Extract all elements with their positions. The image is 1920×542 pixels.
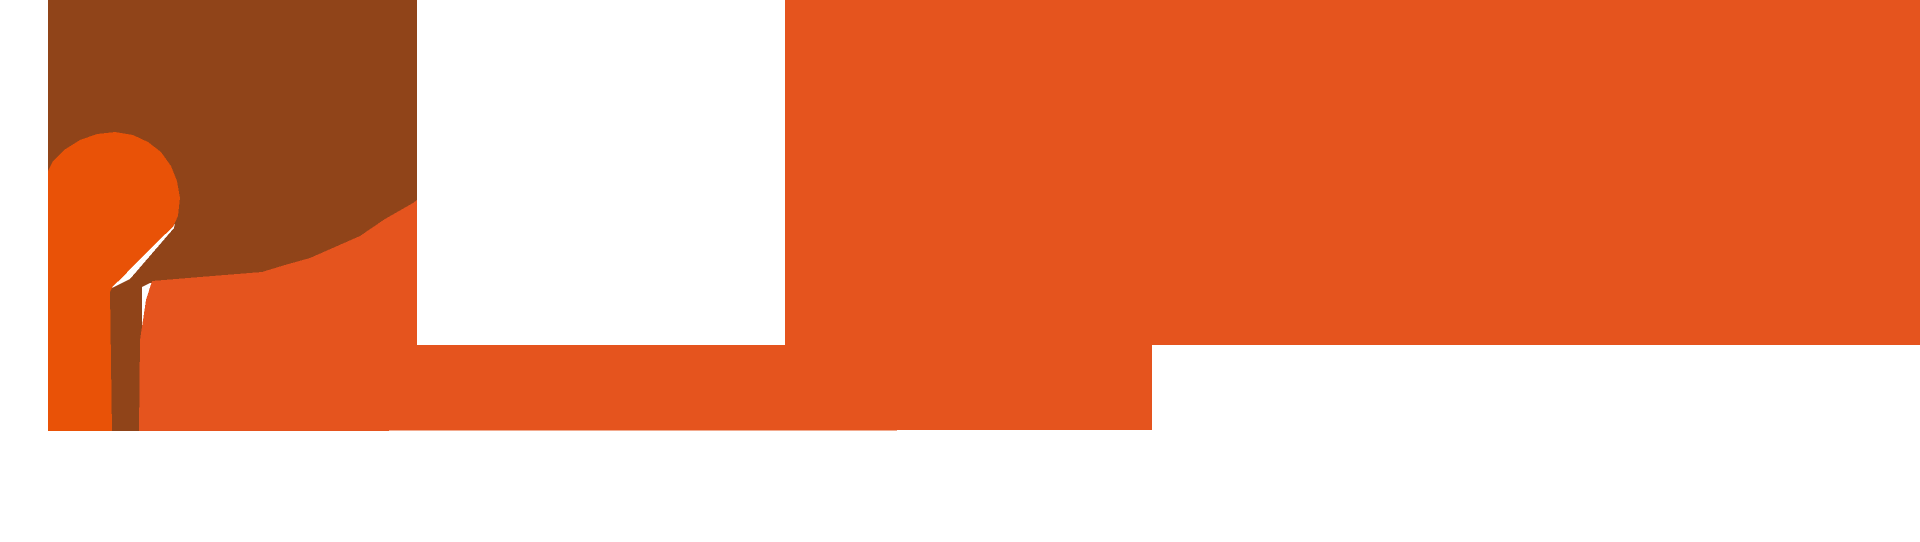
orange-sweep-shape	[139, 0, 1920, 431]
brown-mass-shape	[48, 0, 417, 431]
orange-dot-shape	[48, 132, 180, 431]
